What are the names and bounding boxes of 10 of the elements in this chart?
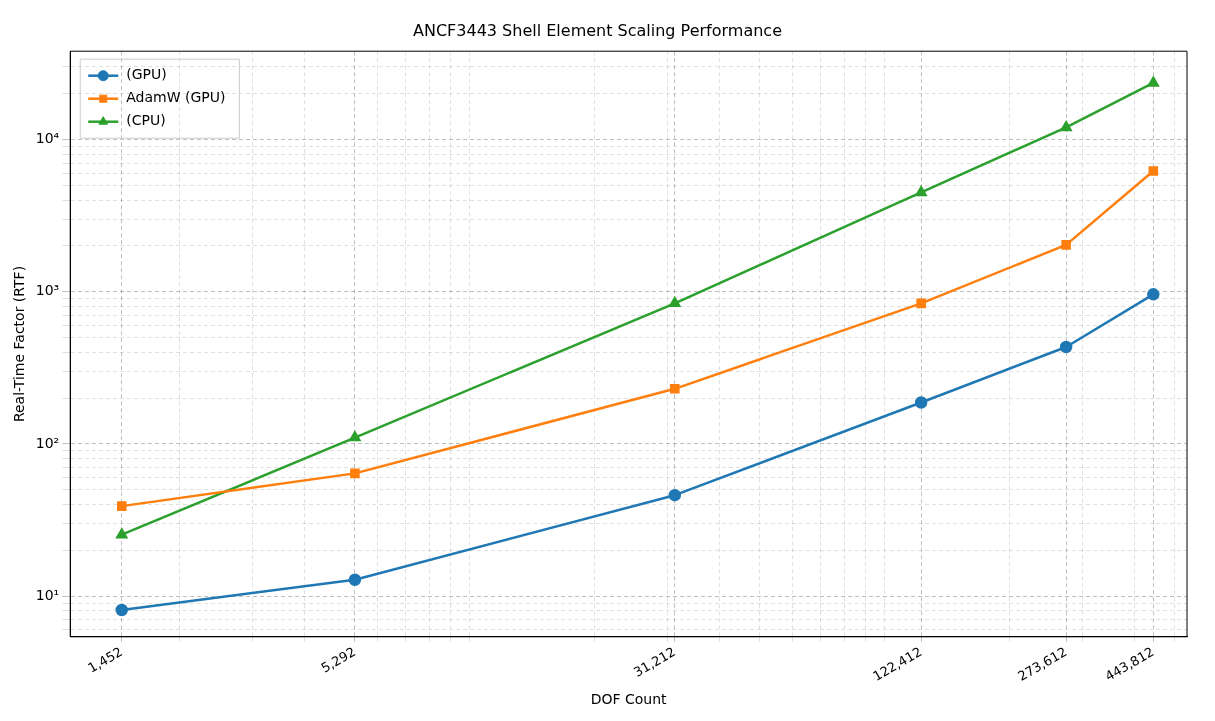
y-tick-label: 10² [35, 434, 60, 451]
chart-title: ANCF3443 Shell Element Scaling Performance [413, 20, 782, 40]
x-axis-title: DOF Count [590, 691, 668, 708]
y-tick-label: 10¹ [35, 586, 60, 603]
y-tick-label: 10³ [35, 282, 60, 299]
legend-label: AdamW (GPU) [126, 89, 226, 106]
y-axis-title: Real-Time Factor (RTF) [11, 265, 28, 423]
y-tick-label: 10⁴ [35, 130, 60, 147]
legend-label: (CPU) [126, 112, 166, 129]
legend-label: (GPU) [126, 66, 167, 83]
